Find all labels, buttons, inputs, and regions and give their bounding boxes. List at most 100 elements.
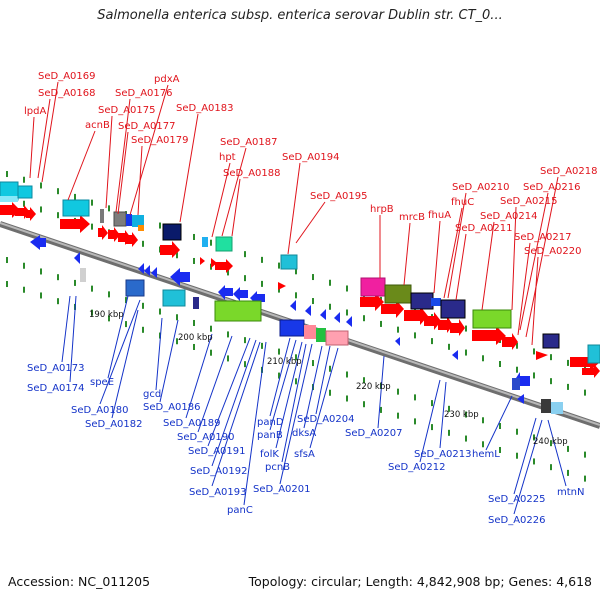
tick-mark [295, 292, 297, 299]
tick-mark [499, 360, 501, 367]
gene-label: panC [227, 505, 253, 516]
gene-label: SeD_A0174 [27, 383, 85, 394]
scale-label: 240 kbp [533, 437, 568, 447]
leader-line [211, 339, 257, 467]
gene-label: SeD_A0189 [163, 418, 221, 429]
gene-label: SeD_A0169 [38, 71, 96, 82]
tick-mark [516, 342, 518, 349]
leader-line [511, 206, 517, 311]
leader-line [207, 337, 251, 447]
scale-label: 200 kbp [178, 333, 213, 343]
leader-line [315, 345, 331, 415]
tick-mark [346, 309, 348, 316]
leader-line [403, 222, 411, 286]
leader-line [433, 220, 441, 294]
tick-mark [159, 308, 161, 315]
tick-mark [159, 332, 161, 339]
tick-mark [142, 240, 144, 247]
tick-mark [295, 268, 297, 275]
tick-mark [414, 332, 416, 339]
leader-line [137, 145, 143, 216]
tick-mark [431, 424, 433, 431]
gene-label: SeD_A0212 [388, 462, 446, 473]
leader-line [279, 343, 313, 485]
leader-line [197, 335, 233, 433]
tick-mark [40, 292, 42, 299]
leader-line [303, 345, 323, 429]
tick-mark [295, 354, 297, 361]
tick-mark [57, 212, 59, 219]
leader-line [211, 341, 261, 487]
tick-mark [6, 281, 8, 288]
scale-labels: 190 kbp 200 kbp 210 kbp 220 kbp 230 kbp … [89, 310, 568, 447]
tick-mark [74, 279, 76, 286]
tick-mark [57, 298, 59, 305]
leader-line [481, 221, 495, 311]
leader-line [513, 419, 543, 515]
tick-mark [244, 275, 246, 282]
gene-label: SeD_A0187 [220, 137, 278, 148]
gene-label: SeD_A0192 [190, 466, 248, 477]
tick-mark [499, 446, 501, 453]
scale-label: 230 kbp [444, 410, 479, 420]
tick-mark [227, 269, 229, 276]
gene-label: SeD_A0216 [523, 182, 581, 193]
tick-mark [533, 372, 535, 379]
tick-mark [465, 411, 467, 418]
tick-mark [312, 360, 314, 367]
accession-text: Accession: NC_011205 [8, 574, 151, 589]
leader-line [447, 192, 467, 299]
tick-mark [125, 297, 127, 304]
tick-mark [261, 342, 263, 349]
tick-mark [91, 199, 93, 206]
feature-tracks [0, 181, 600, 414]
gene-label: mrcB [399, 212, 425, 223]
gene-label: SeD_A0201 [253, 484, 311, 495]
leader-line [517, 242, 531, 336]
leader-line [547, 419, 567, 487]
gene-label: SeD_A0225 [488, 494, 546, 505]
gene-label: fhuC [451, 197, 474, 208]
gene-label: hpt [219, 152, 236, 163]
tick-mark [142, 326, 144, 333]
leader-line [115, 98, 131, 213]
tick-mark [329, 365, 331, 372]
reverse-feature-boxes [80, 268, 563, 414]
leader-line [37, 98, 51, 179]
leader-line [179, 113, 199, 223]
tick-mark [108, 315, 110, 322]
tick-mark [380, 406, 382, 413]
tick-mark [6, 171, 8, 178]
gene-label: SeD_A0218 [540, 166, 598, 177]
gene-label: gcd [143, 389, 161, 400]
leader-line [41, 81, 59, 183]
forward-gene-labels: lpdA SeD_A0168 SeD_A0169 acnB SeD_A0175 … [24, 71, 598, 257]
tick-mark [499, 422, 501, 429]
tick-mark [278, 372, 280, 379]
gene-label: SeD_A0186 [143, 402, 201, 413]
gene-label: lpdA [24, 106, 46, 117]
leader-line [61, 295, 71, 363]
gene-label: SeD_A0220 [524, 246, 582, 257]
genome-map: lpdA SeD_A0168 SeD_A0169 acnB SeD_A0175 … [0, 71, 600, 526]
tick-mark [346, 285, 348, 292]
tick-mark [210, 325, 212, 332]
leader-line [443, 207, 463, 299]
gene-label: panD [257, 417, 284, 428]
tick-mark [91, 223, 93, 230]
gene-label: SeD_A0182 [85, 419, 143, 430]
tick-mark [295, 378, 297, 385]
tick-mark [176, 338, 178, 345]
leader-line [281, 343, 307, 463]
tick-mark [57, 188, 59, 195]
gene-label: SeD_A0215 [500, 196, 558, 207]
tick-mark [159, 222, 161, 229]
tick-mark [91, 285, 93, 292]
gene-label: pdxA [154, 74, 180, 85]
gene-label: SeD_A0188 [223, 168, 281, 179]
gene-label: dksA [292, 428, 316, 439]
tick-mark [227, 355, 229, 362]
leader-line [439, 381, 447, 449]
tick-mark [380, 382, 382, 389]
leader-line [275, 341, 303, 449]
